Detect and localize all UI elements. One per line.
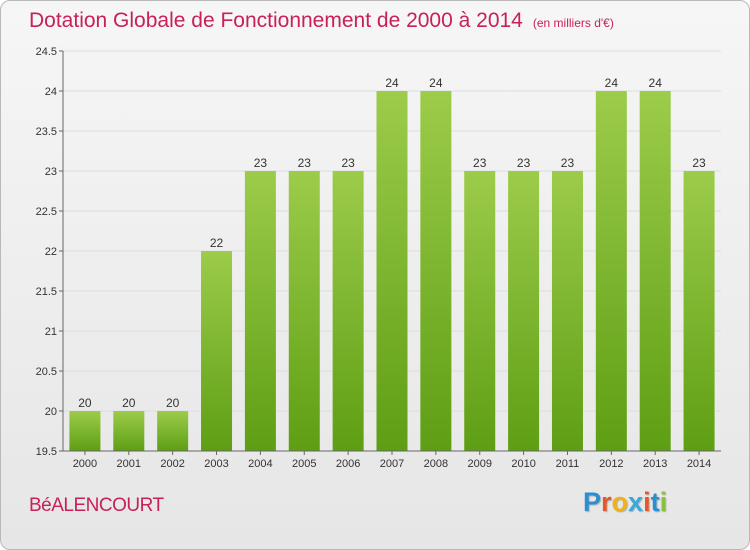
logo-letter: i	[643, 487, 651, 517]
bar-value-label: 24	[429, 76, 443, 90]
bar-value-label: 20	[166, 396, 180, 410]
y-tick-label: 21.5	[36, 286, 57, 298]
bar-value-label: 23	[341, 156, 355, 170]
y-tick-label: 19.5	[36, 446, 57, 458]
bar-2006	[332, 171, 364, 451]
x-tick-label: 2014	[687, 458, 711, 470]
y-tick-label: 23	[45, 166, 57, 178]
x-tick-label: 2001	[117, 458, 141, 470]
logo-letter: i	[659, 487, 668, 517]
bar-2005	[288, 171, 320, 451]
x-tick-label: 2007	[380, 458, 404, 470]
y-tick-label: 21	[45, 326, 57, 338]
bar-2003	[201, 251, 233, 451]
x-tick-label: 2012	[599, 458, 623, 470]
x-tick-label: 2008	[424, 458, 448, 470]
logo-letter: o	[611, 487, 629, 517]
y-tick-label: 23.5	[36, 126, 57, 138]
chart-subtitle: (en milliers d'€)	[532, 16, 614, 30]
logo-letter: t	[650, 487, 660, 517]
bar-value-label: 23	[298, 156, 312, 170]
bar-value-label: 23	[473, 156, 487, 170]
bar-2008	[420, 91, 452, 451]
x-tick-label: 2010	[511, 458, 535, 470]
x-tick-label: 2000	[73, 458, 97, 470]
y-tick-label: 24.5	[36, 46, 57, 58]
bar-value-label: 23	[692, 156, 706, 170]
logo-letter: x	[628, 487, 644, 517]
bar-value-label: 23	[254, 156, 268, 170]
y-tick-label: 22.5	[36, 206, 57, 218]
x-tick-label: 2002	[160, 458, 184, 470]
logo-letter: r	[601, 487, 612, 517]
bar-value-label: 24	[605, 76, 619, 90]
y-tick-label: 22	[45, 246, 57, 258]
y-tick-label: 20	[45, 406, 57, 418]
x-tick-label: 2004	[248, 458, 272, 470]
bar-2011	[551, 171, 583, 451]
bar-2007	[376, 91, 408, 451]
proxiti-logo[interactable]: Proxiti	[583, 487, 667, 518]
bar-value-label: 24	[649, 76, 663, 90]
bar-2012	[595, 91, 627, 451]
bar-value-label: 23	[561, 156, 575, 170]
bar-2004	[244, 171, 276, 451]
x-tick-label: 2013	[643, 458, 667, 470]
x-tick-label: 2009	[467, 458, 491, 470]
y-tick-label: 20.5	[36, 366, 57, 378]
bar-value-label: 20	[78, 396, 92, 410]
bar-2014	[683, 171, 715, 451]
bar-2010	[508, 171, 540, 451]
x-tick-label: 2011	[556, 458, 580, 470]
x-tick-label: 2006	[336, 458, 360, 470]
commune-name: BéALENCOURT	[29, 495, 164, 516]
logo-letter: P	[583, 487, 602, 517]
x-tick-label: 2005	[292, 458, 316, 470]
bar-2002	[157, 411, 189, 451]
bar-value-label: 23	[517, 156, 531, 170]
bar-value-label: 24	[385, 76, 399, 90]
bar-value-label: 22	[210, 236, 224, 250]
bar-2001	[113, 411, 145, 451]
bar-2009	[464, 171, 496, 451]
bar-2000	[69, 411, 101, 451]
bar-value-label: 20	[122, 396, 136, 410]
y-tick-label: 24	[45, 86, 57, 98]
x-tick-label: 2003	[204, 458, 228, 470]
bar-2013	[639, 91, 671, 451]
chart-title-main: Dotation Globale de Fonctionnement de 20…	[29, 9, 523, 32]
chart-title: Dotation Globale de Fonctionnement de 20…	[29, 9, 614, 33]
